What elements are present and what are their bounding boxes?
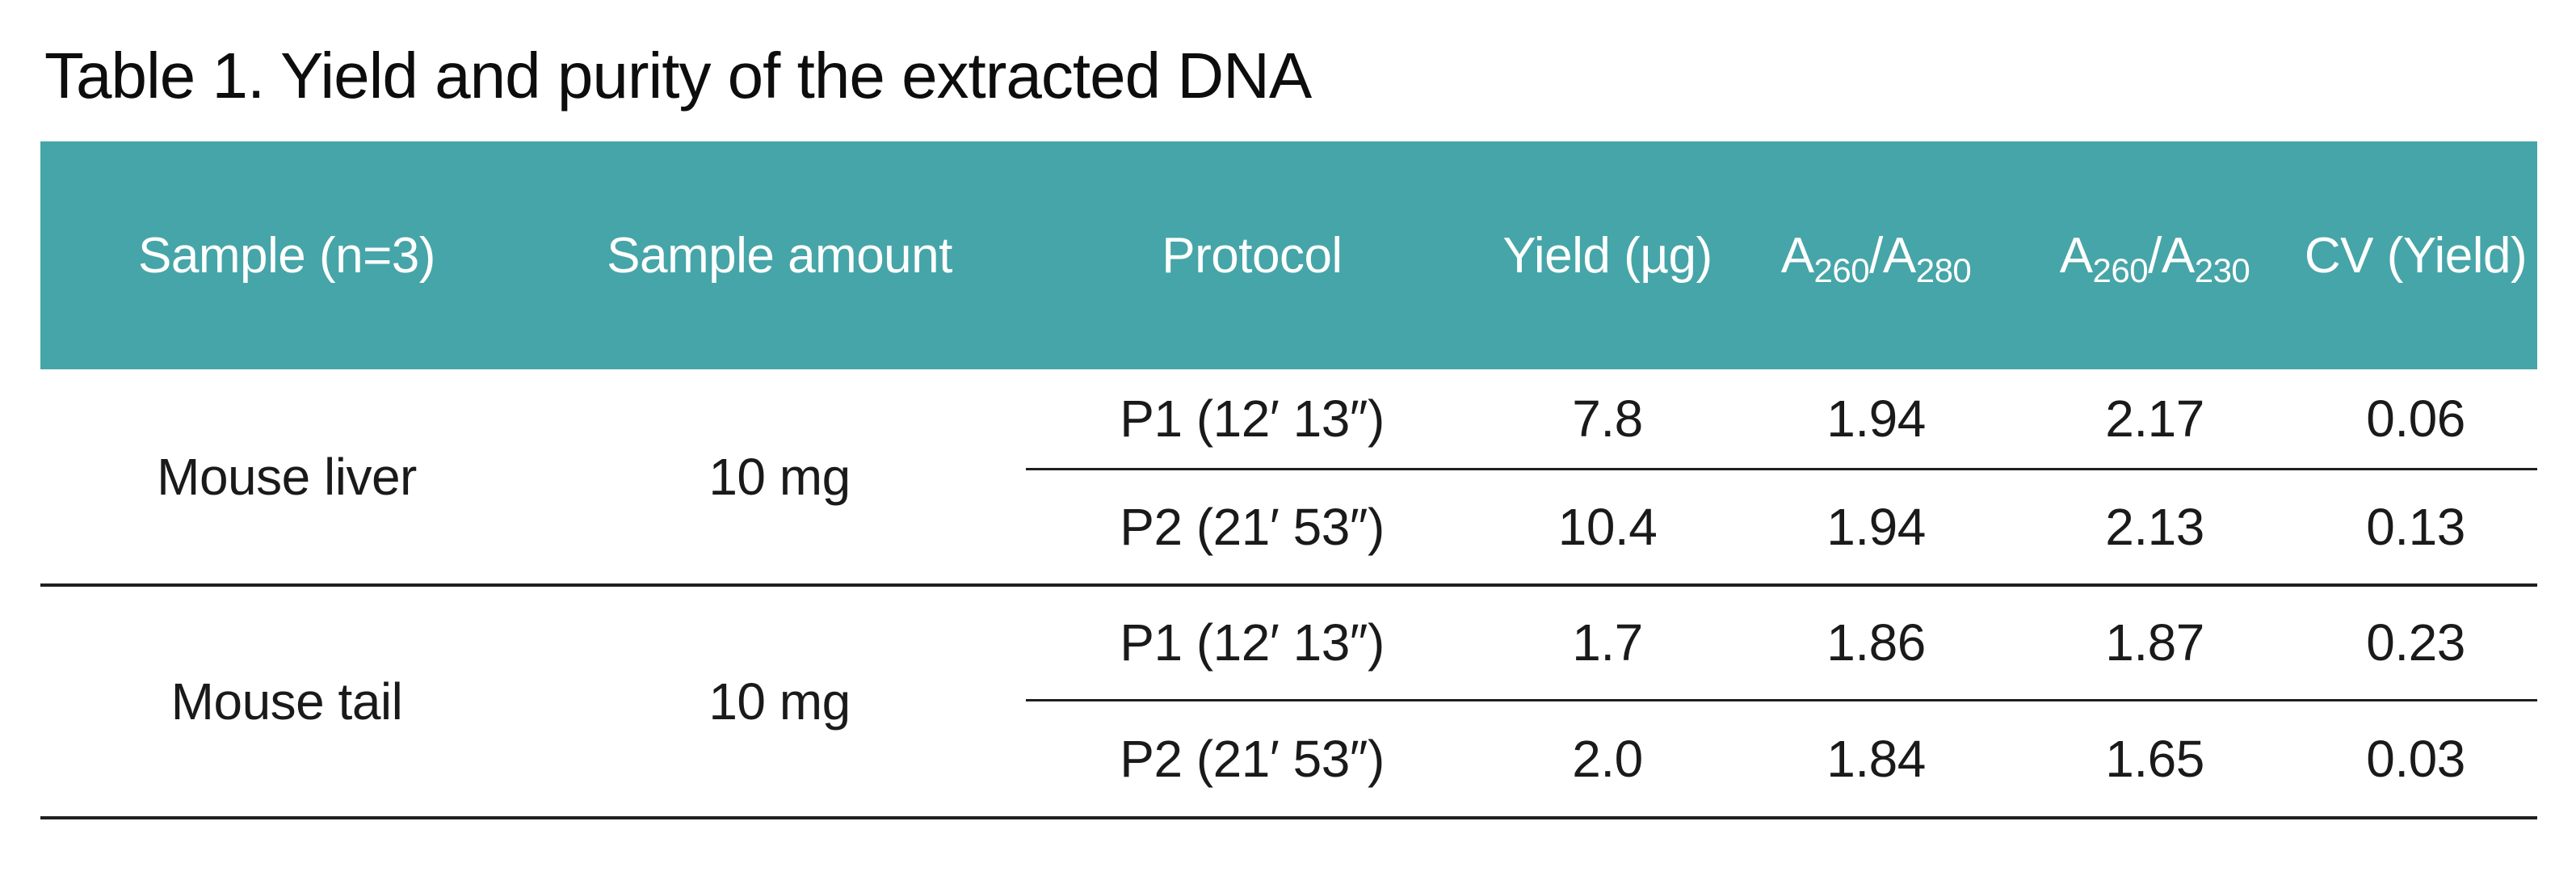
cell-sample-mouse-liver: Mouse liver xyxy=(40,369,533,587)
cell-protocol: P1 (12′ 13″) xyxy=(1026,585,1478,701)
col-header-a260-a230: A260/A230 xyxy=(2015,141,2294,369)
col-header-cv-yield: CV (Yield) xyxy=(2294,141,2537,369)
cell-protocol: P2 (21′ 53″) xyxy=(1026,700,1478,819)
ratio-subscript: 260 xyxy=(2092,251,2149,289)
table-row: P2 (21′ 53″) 10.4 1.94 2.13 0.13 xyxy=(40,469,2537,587)
table-caption: Table 1. Yield and purity of the extract… xyxy=(44,40,1312,112)
ratio-base: A xyxy=(2059,227,2093,284)
col-header-yield: Yield (µg) xyxy=(1478,141,1737,369)
cell-cv: 0.06 xyxy=(2294,369,2537,470)
ratio-base: A xyxy=(1780,227,1814,284)
ratio-base: /A xyxy=(1869,227,1916,284)
col-header-sample: Sample (n=3) xyxy=(40,141,533,369)
ratio-subscript: 230 xyxy=(2194,251,2250,289)
cell-a260-a230: 1.87 xyxy=(2015,585,2294,701)
cell-amount-mouse-liver: 10 mg xyxy=(533,369,1026,587)
col-header-protocol: Protocol xyxy=(1026,141,1478,369)
cell-yield: 1.7 xyxy=(1478,585,1737,701)
table-row: P2 (21′ 53″) 2.0 1.84 1.65 0.03 xyxy=(40,700,2537,819)
cell-yield: 2.0 xyxy=(1478,700,1737,819)
cell-sample-mouse-tail: Mouse tail xyxy=(40,585,533,819)
cell-yield: 7.8 xyxy=(1478,369,1737,470)
cell-a260-a280: 1.94 xyxy=(1737,369,2015,470)
dna-yield-purity-table: Sample (n=3) Sample amount Protocol Yiel… xyxy=(40,141,2537,819)
table-header-row: Sample (n=3) Sample amount Protocol Yiel… xyxy=(40,141,2537,369)
cell-a260-a280: 1.84 xyxy=(1737,700,2015,819)
cell-a260-a230: 2.13 xyxy=(2015,469,2294,587)
table-row: Mouse tail 10 mg P1 (12′ 13″) 1.7 1.86 1… xyxy=(40,585,2537,819)
table-row: Mouse liver 10 mg P1 (12′ 13″) 7.8 1.94 … xyxy=(40,369,2537,587)
cell-protocol: P2 (21′ 53″) xyxy=(1026,469,1478,587)
cell-yield: 10.4 xyxy=(1478,469,1737,587)
cell-protocol: P1 (12′ 13″) xyxy=(1026,369,1478,470)
cell-cv: 0.03 xyxy=(2294,700,2537,819)
ratio-base: /A xyxy=(2148,227,2195,284)
cell-cv: 0.23 xyxy=(2294,585,2537,701)
cell-a260-a280: 1.86 xyxy=(1737,585,2015,701)
ratio-subscript: 280 xyxy=(1915,251,1972,289)
col-header-sample-amount: Sample amount xyxy=(533,141,1026,369)
cell-cv: 0.13 xyxy=(2294,469,2537,587)
cell-a260-a230: 1.65 xyxy=(2015,700,2294,819)
col-header-a260-a280: A260/A280 xyxy=(1737,141,2015,369)
cell-amount-mouse-tail: 10 mg xyxy=(533,585,1026,819)
cell-a260-a280: 1.94 xyxy=(1737,469,2015,587)
ratio-subscript: 260 xyxy=(1813,251,1870,289)
cell-a260-a230: 2.17 xyxy=(2015,369,2294,470)
